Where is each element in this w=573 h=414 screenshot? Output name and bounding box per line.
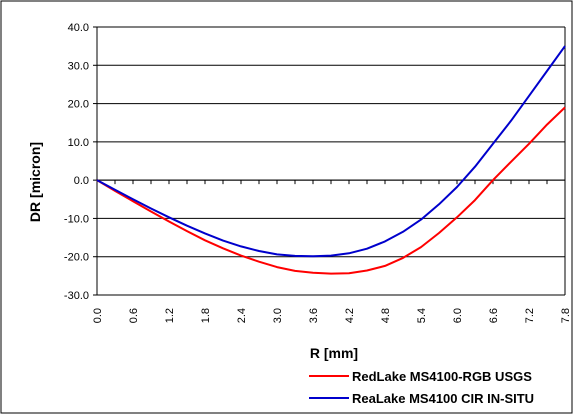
x-axis-title: R [mm] [310,345,358,361]
y-axis-title: DR [micron] [27,142,43,222]
y-tick-label: -30.0 [64,290,89,302]
y-tick-label: 10.0 [68,137,89,149]
x-tick-label: 6.6 [488,308,500,323]
y-tick-label: -10.0 [64,213,89,225]
x-tick-label: 6.0 [452,308,464,323]
y-tick-label: 20.0 [68,99,89,111]
y-tick-label: 30.0 [68,60,89,72]
series-line-1 [96,106,566,275]
axes [93,26,566,296]
x-tick-label: 7.8 [560,308,572,323]
series-line-2 [96,45,566,258]
y-tick-label: 40.0 [68,22,89,34]
x-tick-label: 3.6 [308,308,320,323]
x-tick-label: 2.4 [236,308,248,323]
x-tick-label: 7.2 [524,308,536,323]
x-tick-label: 4.8 [380,308,392,323]
x-tick-label: 4.2 [344,308,356,323]
legend: RedLake MS4100-RGB USGS ReaLake MS4100 CI… [309,369,534,406]
legend-label: RedLake MS4100-RGB USGS [352,369,532,384]
y-tick-label: -20.0 [64,252,89,264]
series-lines [96,45,566,275]
legend-label: ReaLake MS4100 CIR IN-SITU [352,391,534,406]
y-tick-label: 0.0 [74,175,89,187]
y-tick-labels: 40.0 30.0 20.0 10.0 0.0 -10.0 -20.0 -30.0 [64,22,89,302]
x-tick-labels: 0.0 0.6 1.2 1.8 2.4 3.0 3.6 4.2 4.8 5.4 6.0 6.6 7.2 7… [92,308,572,323]
x-tick-label: 0.6 [128,308,140,323]
x-tick-label: 3.0 [272,308,284,323]
x-tick-label: 5.4 [416,308,428,323]
x-tick-label: 1.8 [200,308,212,323]
x-tick-label: 1.2 [164,308,176,323]
x-tick-label: 0.0 [92,308,104,323]
